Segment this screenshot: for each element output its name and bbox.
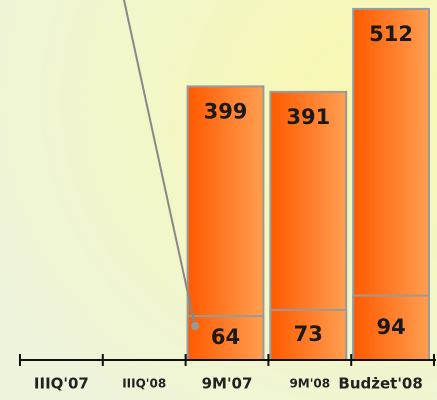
x-tick-label: 9M'08: [289, 377, 330, 391]
data-label: 399: [204, 99, 248, 123]
data-label: 512: [369, 22, 413, 46]
x-tick-label: IIIQ'08: [122, 377, 166, 391]
x-tick-label: Budżet'08: [338, 375, 422, 393]
data-label: 391: [286, 105, 330, 129]
connector-line: [123, 0, 196, 327]
bar: [186, 85, 265, 362]
x-tick-label: 9M'07: [202, 375, 253, 393]
data-label: 94: [376, 315, 405, 339]
data-label: 64: [211, 325, 240, 349]
x-tick-label: IIIQ'07: [34, 375, 89, 393]
data-label: 73: [294, 322, 323, 346]
connector-dot: [191, 322, 199, 330]
